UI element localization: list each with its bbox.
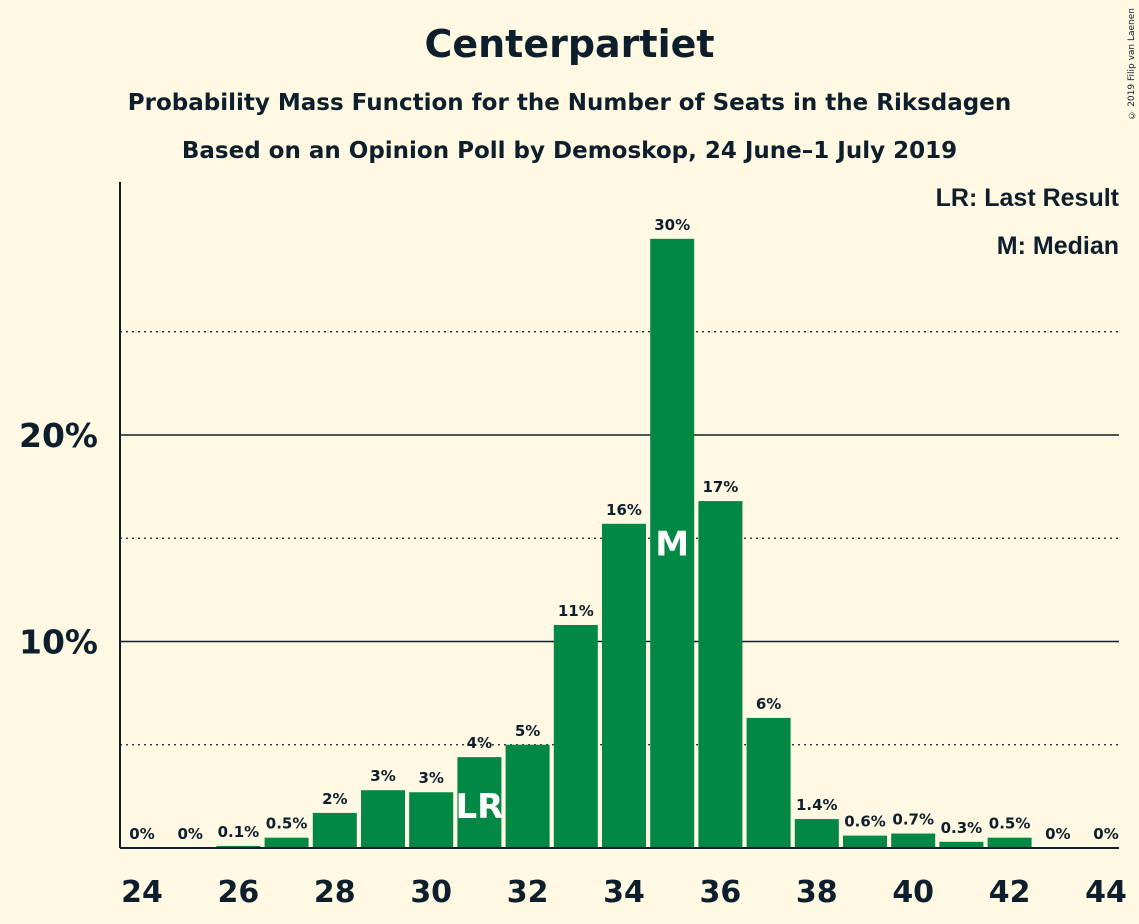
bar — [794, 819, 839, 848]
x-tick-label: 34 — [603, 875, 645, 910]
bar-value-label: 0% — [1045, 825, 1070, 843]
bar — [312, 812, 357, 848]
x-tick-label: 30 — [410, 875, 452, 910]
legend-median: M: Median — [996, 232, 1119, 260]
bar — [987, 837, 1032, 848]
x-tick-label: 26 — [218, 875, 260, 910]
bar — [361, 790, 405, 848]
x-tick-label: 24 — [121, 875, 163, 910]
bar-value-label: 2% — [322, 790, 347, 808]
bar-value-label: 0.7% — [892, 811, 934, 829]
x-tick-label: 36 — [700, 875, 742, 910]
bar-value-label: 0.5% — [266, 815, 308, 833]
bar-value-label: 0.1% — [218, 823, 260, 841]
x-tick-label: 40 — [892, 875, 934, 910]
bar-value-label: 6% — [756, 695, 781, 713]
bar — [939, 841, 984, 848]
bar-value-label: 3% — [418, 769, 443, 787]
bar — [891, 833, 936, 848]
legend-last-result: LR: Last Result — [935, 184, 1119, 212]
bar-value-label: 3% — [370, 767, 395, 785]
bar-value-label: 11% — [558, 602, 594, 620]
bar — [602, 523, 646, 848]
bar-value-label: 1.4% — [796, 796, 838, 814]
bar — [746, 717, 791, 848]
bar — [409, 792, 454, 848]
bar — [457, 757, 502, 848]
bar-value-label: 17% — [702, 478, 738, 496]
x-tick-label: 28 — [314, 875, 356, 910]
x-tick-label: 32 — [507, 875, 549, 910]
bar-value-label: 0% — [177, 825, 202, 843]
bar-value-label: 5% — [515, 722, 540, 740]
chart-title: Centerpartiet — [424, 22, 715, 66]
x-tick-label: 42 — [989, 875, 1031, 910]
bar — [264, 837, 309, 848]
bar-value-label: 0.3% — [941, 819, 983, 837]
x-tick-label: 38 — [796, 875, 838, 910]
chart-subtitle-poll: Based on an Opinion Poll by Demoskop, 24… — [181, 138, 958, 164]
last-result-marker: LR — [455, 787, 503, 827]
y-tick-label: 20% — [19, 416, 98, 455]
bar-value-label: 0% — [1093, 825, 1118, 843]
bar — [216, 845, 261, 848]
bar — [698, 501, 743, 848]
bar-value-label: 0% — [129, 825, 154, 843]
bar-value-label: 0.5% — [989, 815, 1031, 833]
bar-value-label: 30% — [654, 216, 690, 234]
bar — [843, 835, 887, 848]
bar-value-label: 0.6% — [844, 813, 886, 831]
chart-subtitle: Probability Mass Function for the Number… — [127, 90, 1012, 116]
bar — [553, 624, 598, 848]
bar — [505, 744, 550, 848]
y-tick-label: 10% — [19, 623, 98, 662]
bar — [650, 238, 695, 848]
x-tick-label: 44 — [1085, 875, 1127, 910]
bar-value-label: 16% — [606, 501, 642, 519]
bar-value-label: 4% — [467, 734, 492, 752]
median-marker: M — [655, 524, 689, 564]
